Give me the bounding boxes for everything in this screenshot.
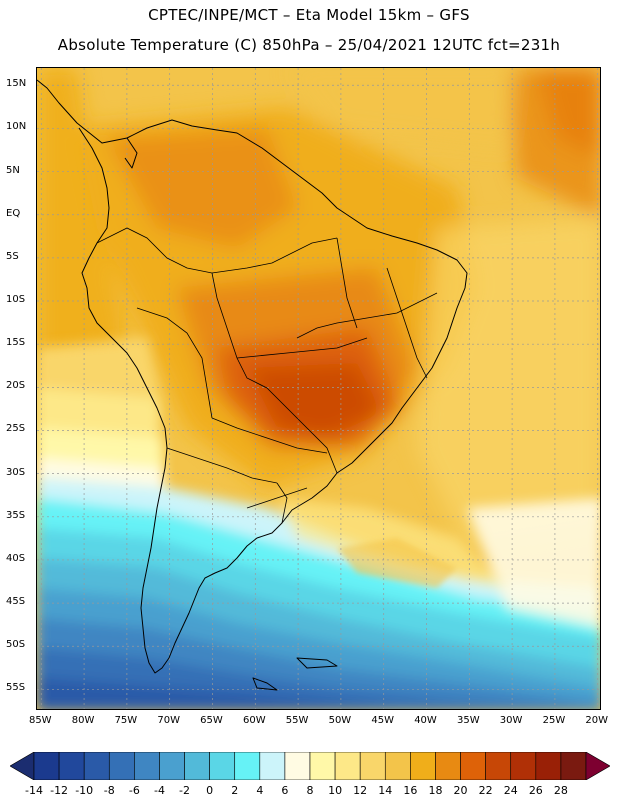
colorbar-swatch	[83, 752, 110, 780]
colorbar-tick-label: 6	[281, 784, 289, 797]
longitude-tick-label: 20W	[585, 715, 609, 726]
colorbar-tick-label: -6	[128, 784, 140, 797]
longitude-tick-label: 75W	[114, 715, 138, 726]
latitude-tick-label: 35S	[6, 509, 26, 521]
colorbar-tick-label: 26	[528, 784, 543, 797]
temperature-field	[37, 68, 600, 709]
colorbar-over-arrow	[585, 752, 610, 780]
map-frame	[36, 67, 601, 710]
colorbar-swatch	[359, 752, 386, 780]
colorbar-tick-label: -8	[103, 784, 115, 797]
colorbar-swatch	[184, 752, 210, 780]
colorbar-swatch	[284, 752, 311, 780]
colorbar-swatch	[58, 752, 85, 780]
colorbar-swatch	[234, 752, 261, 780]
latitude-tick-label: EQ	[6, 207, 21, 219]
colorbar-tick-label: 22	[478, 784, 493, 797]
colorbar-swatch	[159, 752, 185, 780]
colorbar-swatch	[309, 752, 336, 780]
colorbar-swatch	[410, 752, 436, 780]
colorbar-tick-label: 14	[378, 784, 393, 797]
colorbar-swatch	[485, 752, 512, 780]
colorbar-tick-label: 24	[503, 784, 518, 797]
political-borders	[96, 227, 438, 524]
latitude-tick-label: 40S	[6, 552, 26, 564]
title-line-2: Absolute Temperature (C) 850hPa – 25/04/…	[57, 36, 561, 54]
colorbar-swatch	[384, 752, 411, 780]
latitude-tick-label: 50S	[6, 639, 26, 651]
longitude-tick-label: 80W	[71, 715, 95, 726]
latitude-tick-label: 15S	[6, 337, 26, 349]
colorbar-tick-label: -4	[153, 784, 165, 797]
longitude-tick-label: 85W	[28, 715, 52, 726]
title-line-1: CPTEC/INPE/MCT – Eta Model 15km – GFS	[148, 6, 470, 24]
colorbar-tick-label: -12	[50, 784, 69, 797]
latitude-tick-label: 5S	[6, 250, 19, 262]
colorbar-tick-label: -2	[179, 784, 191, 797]
colorbar-tick-label: 2	[231, 784, 239, 797]
latitude-tick-label: 25S	[6, 423, 26, 435]
colorbar-swatch	[535, 752, 562, 780]
colorbar-tick-label: 10	[328, 784, 343, 797]
longitude-tick-label: 60W	[242, 715, 266, 726]
colorbar-tick-label: 28	[553, 784, 568, 797]
colorbar-swatch	[510, 752, 537, 780]
colorbar-swatch	[460, 752, 486, 780]
colorbar-tick-label: -10	[75, 784, 94, 797]
longitude-tick-label: 25W	[542, 715, 566, 726]
latitude-tick-label: 5N	[6, 164, 20, 176]
colorbar-tick-label: -14	[25, 784, 43, 797]
longitude-tick-label: 65W	[200, 715, 223, 726]
colorbar-swatch	[134, 752, 160, 780]
longitude-tick-label: 55W	[285, 715, 309, 726]
colorbar-swatch	[259, 752, 286, 780]
colorbar-tick-label: 16	[403, 784, 418, 797]
colorbar	[10, 752, 610, 780]
graticule	[37, 68, 600, 709]
colorbar-swatch	[560, 752, 587, 780]
longitude-tick-label: 40W	[414, 715, 437, 726]
latitude-tick-label: 20S	[6, 380, 26, 392]
colorbar-swatch	[33, 752, 60, 780]
longitude-tick-label: 35W	[456, 715, 480, 726]
latitude-tick-label: 15N	[6, 78, 27, 90]
colorbar-under-arrow	[10, 752, 35, 780]
longitude-tick-label: 45W	[371, 715, 395, 726]
coastlines	[37, 79, 468, 691]
colorbar-tick-label: 20	[453, 784, 468, 797]
temperature-map	[37, 68, 600, 709]
colorbar-swatch	[108, 752, 135, 780]
colorbar-swatch	[209, 752, 236, 780]
colorbar-swatch	[334, 752, 361, 780]
latitude-tick-label: 55S	[6, 682, 26, 694]
longitude-tick-label: 30W	[499, 715, 523, 726]
latitude-tick-label: 10N	[6, 121, 27, 133]
latitude-tick-label: 10S	[6, 294, 26, 306]
colorbar-tick-label: 4	[256, 784, 264, 797]
latitude-tick-label: 30S	[6, 466, 26, 478]
colorbar-tick-label: 0	[206, 784, 214, 797]
colorbar-tick-label: 8	[306, 784, 314, 797]
longitude-tick-label: 70W	[157, 715, 180, 726]
latitude-tick-label: 45S	[6, 596, 26, 608]
longitude-tick-label: 50W	[328, 715, 352, 726]
colorbar-tick-label: 18	[428, 784, 443, 797]
colorbar-swatch	[435, 752, 461, 780]
colorbar-tick-label: 12	[353, 784, 368, 797]
